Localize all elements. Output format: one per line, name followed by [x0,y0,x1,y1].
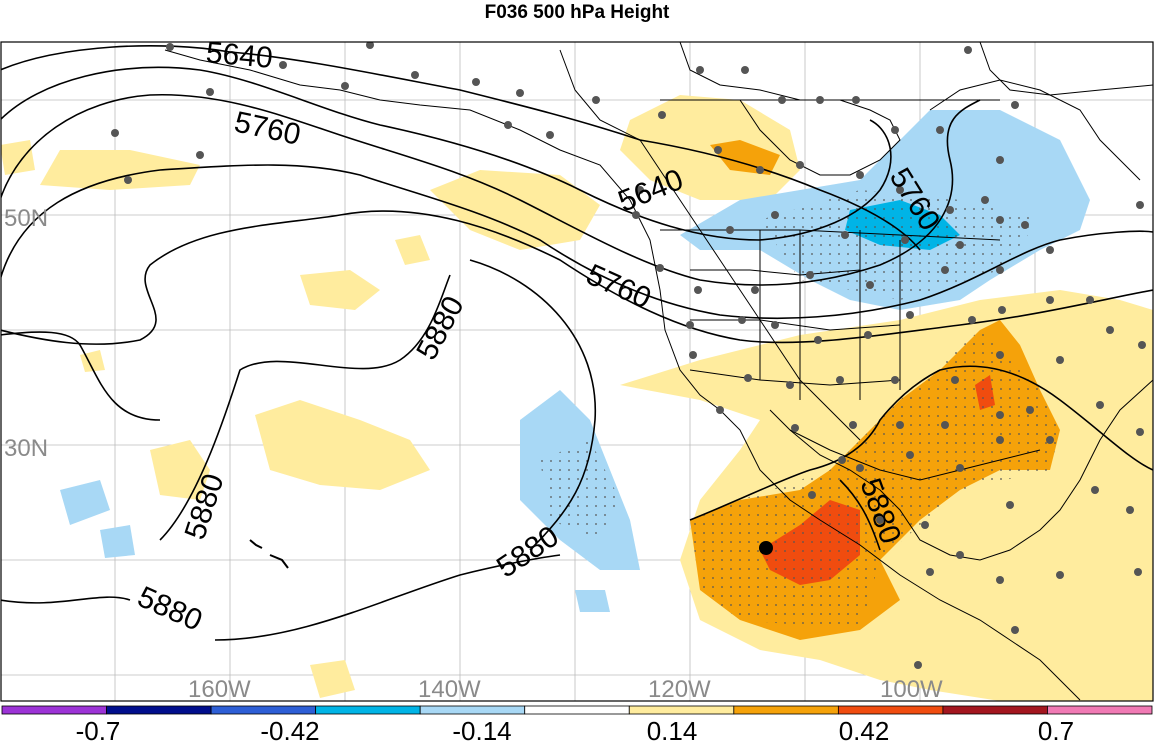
contour-label: 5880 [410,291,470,365]
negative-anomaly-area [60,480,110,525]
positive-anomaly-area [710,140,780,175]
colorbar-box [942,705,1048,715]
stippling [540,440,620,540]
contour-label: 5640 [205,36,274,75]
colorbar-box [524,705,630,715]
colorbar-box [837,705,944,715]
stippling [690,330,1060,630]
colorbar-labels: -0.7 -0.42 -0.14 0.14 0.42 0.7 [76,716,1074,742]
colorbar-tick-label: 0.7 [1038,716,1074,742]
positive-anomaly-area [310,660,355,698]
colorbar [1,705,1153,715]
lat-label-30n: 30N [4,435,48,462]
negative-anomaly-area [100,525,135,558]
positive-anomaly-area [430,170,600,250]
colorbar-tick-label: -0.42 [260,716,319,742]
colorbar-box [733,705,839,715]
colorbar-box [106,705,212,715]
contour-label: 5880 [133,580,207,637]
chart-title: F036 500 hPa Height [484,2,670,23]
lon-label-160w: 160W [188,676,251,703]
positive-anomaly-area [395,235,430,265]
map-frame [0,41,1154,702]
contour-label: 5760 [581,258,655,315]
positive-anomaly-area [40,150,200,190]
colorbar-box [1047,705,1153,715]
station-markers [111,42,1146,669]
height-contours [1,45,1153,641]
positive-anomaly-area [620,95,800,200]
colorbar-tick-label: 0.14 [647,716,698,742]
colorbar-tick-label: -0.14 [452,716,511,742]
colorbar-box [419,705,526,715]
colorbar-box [628,705,735,715]
anomaly-shading [1,95,1153,701]
positive-anomaly-area [255,400,430,490]
lon-label-120w: 120W [648,676,711,703]
colorbar-box [1,705,107,715]
positive-anomaly-area [1,140,35,175]
colorbar-box [210,705,317,715]
lat-label-50n: 50N [4,205,48,232]
positive-anomaly-area [150,440,210,500]
colorbar-box [315,705,421,715]
colorbar-tick-label: 0.42 [839,716,890,742]
lon-label-140w: 140W [418,676,481,703]
lon-label-100w: 100W [880,676,943,703]
contour-label: 5760 [231,106,303,152]
positive-anomaly-area [300,270,380,310]
negative-anomaly-area [575,590,610,612]
highlight-station-marker [759,541,773,555]
colorbar-tick-label: -0.7 [76,716,121,742]
